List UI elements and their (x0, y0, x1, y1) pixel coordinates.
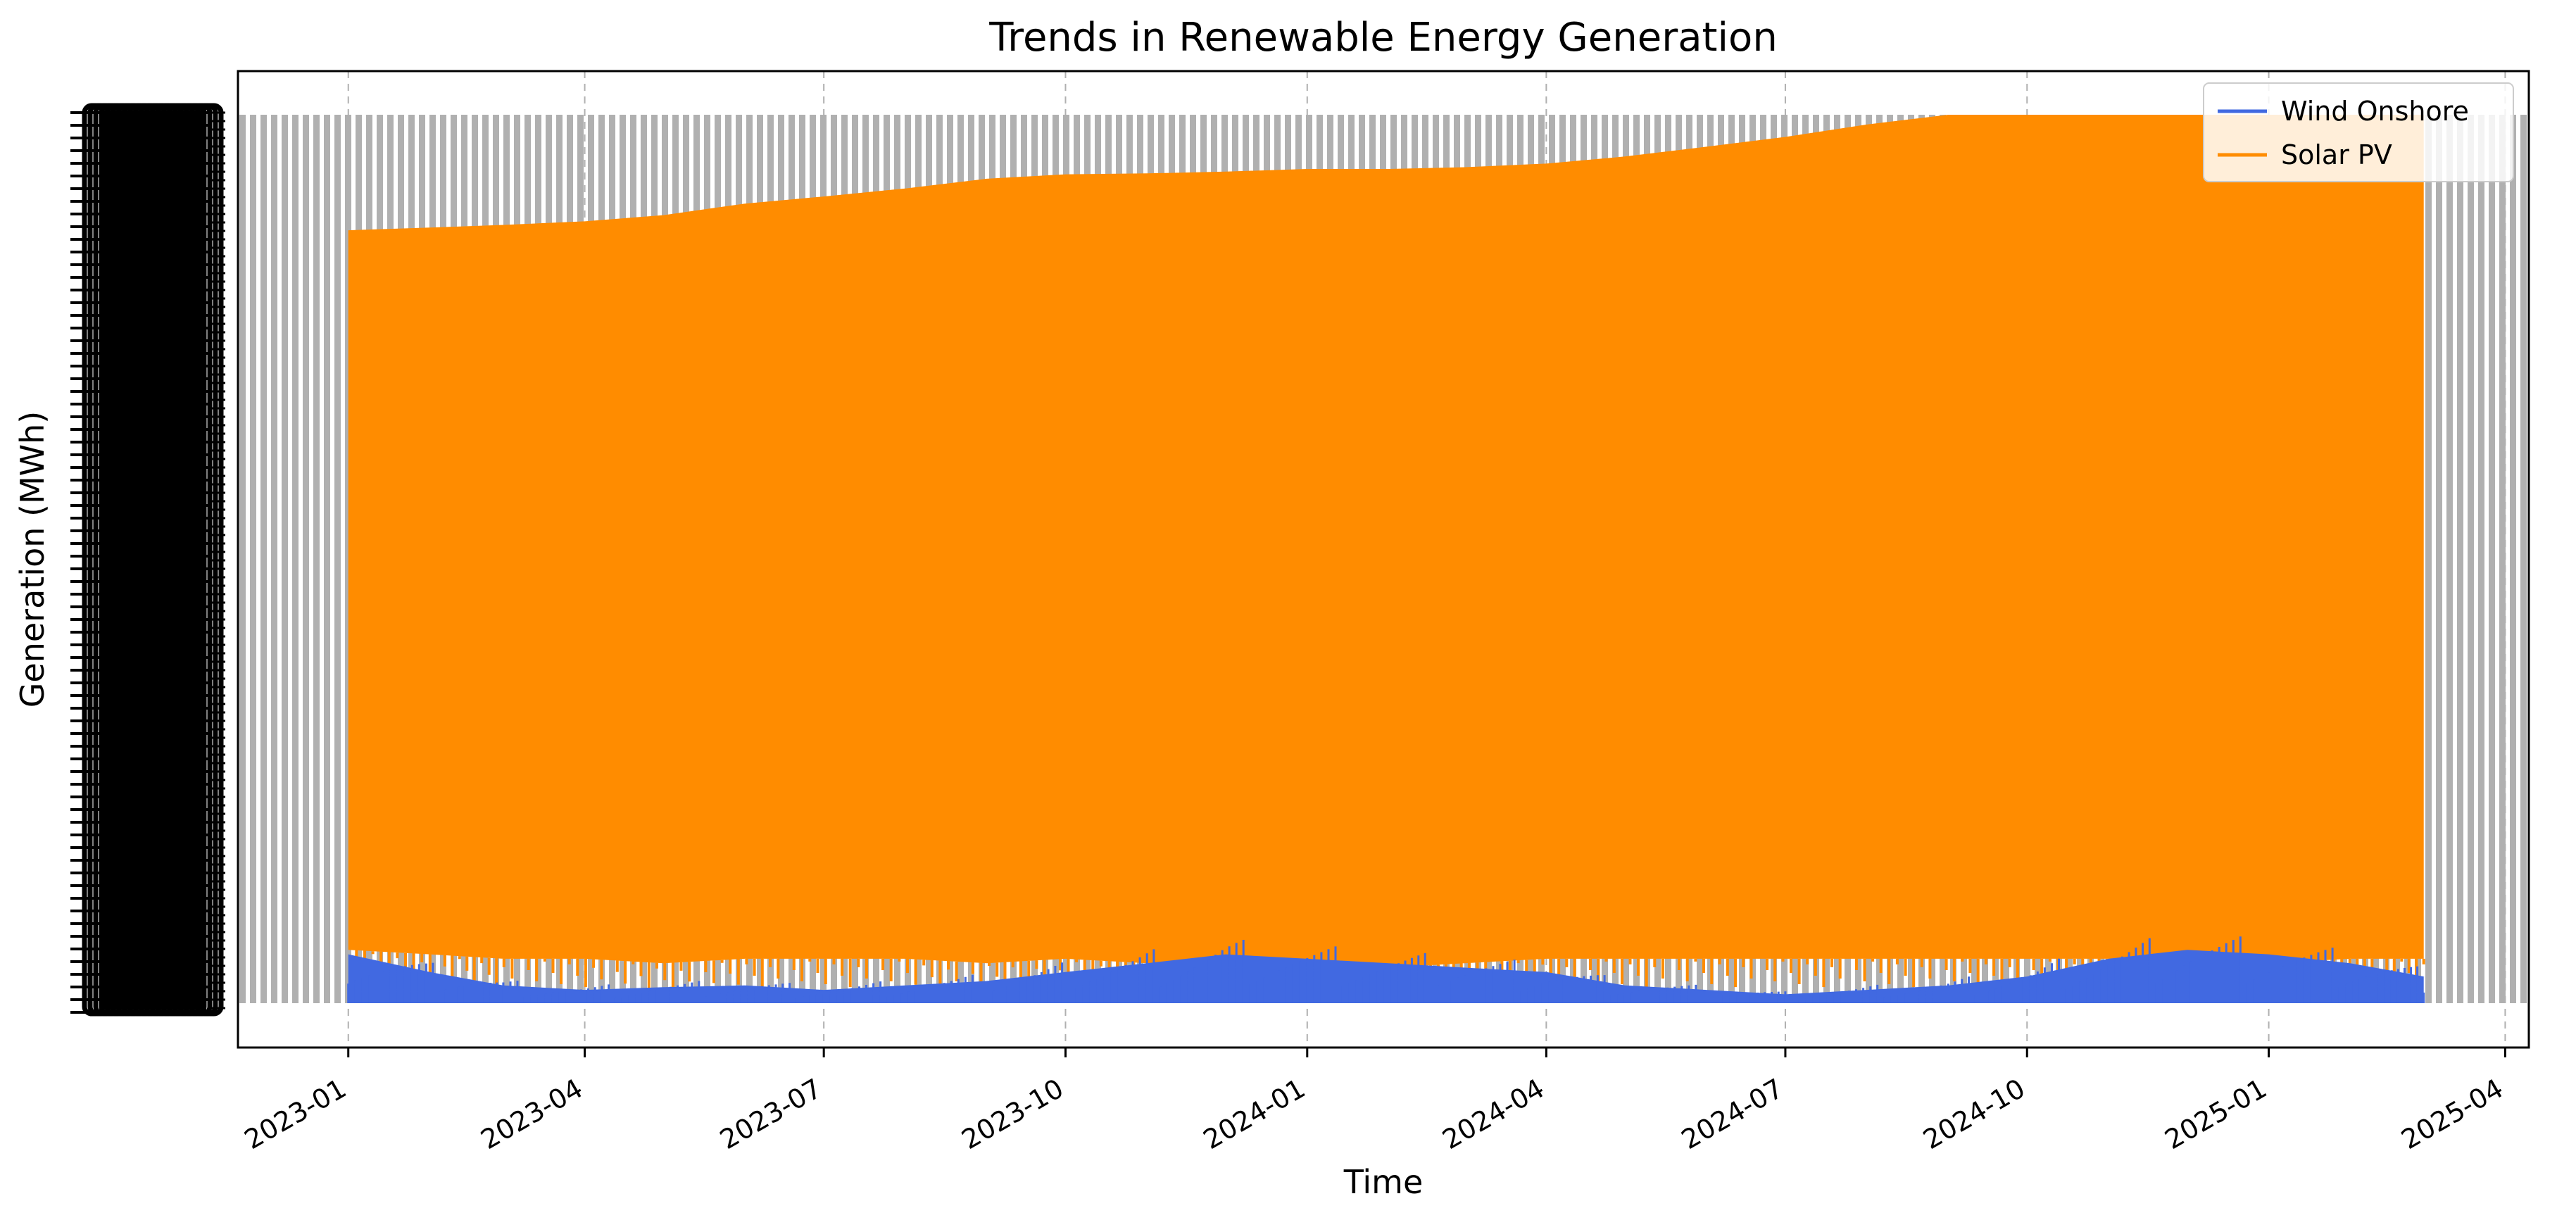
legend-label: Solar PV (2281, 139, 2392, 170)
background-bar (2478, 115, 2484, 1003)
wind-onshore-spikes (347, 936, 2425, 1003)
legend-label: Wind Onshore (2281, 96, 2469, 127)
y-axis-label: Generation (MWh) (13, 411, 51, 708)
legend: Wind Onshore Solar PV (2203, 82, 2514, 182)
background-bar (260, 115, 267, 1003)
background-bar (2436, 115, 2442, 1003)
background-bar (292, 115, 299, 1003)
background-bar (2468, 115, 2474, 1003)
background-bar (282, 115, 288, 1003)
y-tick-labels-overlap (70, 103, 225, 1017)
background-bar (2499, 115, 2506, 1003)
background-bar (2510, 115, 2516, 1003)
background-bar (324, 115, 330, 1003)
background-bar (2425, 115, 2432, 1003)
chart-title: Trends in Renewable Energy Generation (988, 15, 1778, 61)
background-bar (2520, 115, 2527, 1003)
x-axis-label: Time (1343, 1163, 1424, 1201)
background-bar (303, 115, 309, 1003)
legend-box (2203, 82, 2514, 182)
solar-pv-area (348, 115, 2424, 968)
background-bar (2457, 115, 2463, 1003)
background-bar (313, 115, 320, 1003)
plot-frame (237, 70, 2530, 1049)
background-bar (271, 115, 277, 1003)
background-bar (2489, 115, 2495, 1003)
background-bar (334, 115, 341, 1003)
background-bar (250, 115, 256, 1003)
background-bar (2446, 115, 2453, 1003)
series-layer (347, 115, 2425, 1003)
background-bar (239, 115, 246, 1003)
